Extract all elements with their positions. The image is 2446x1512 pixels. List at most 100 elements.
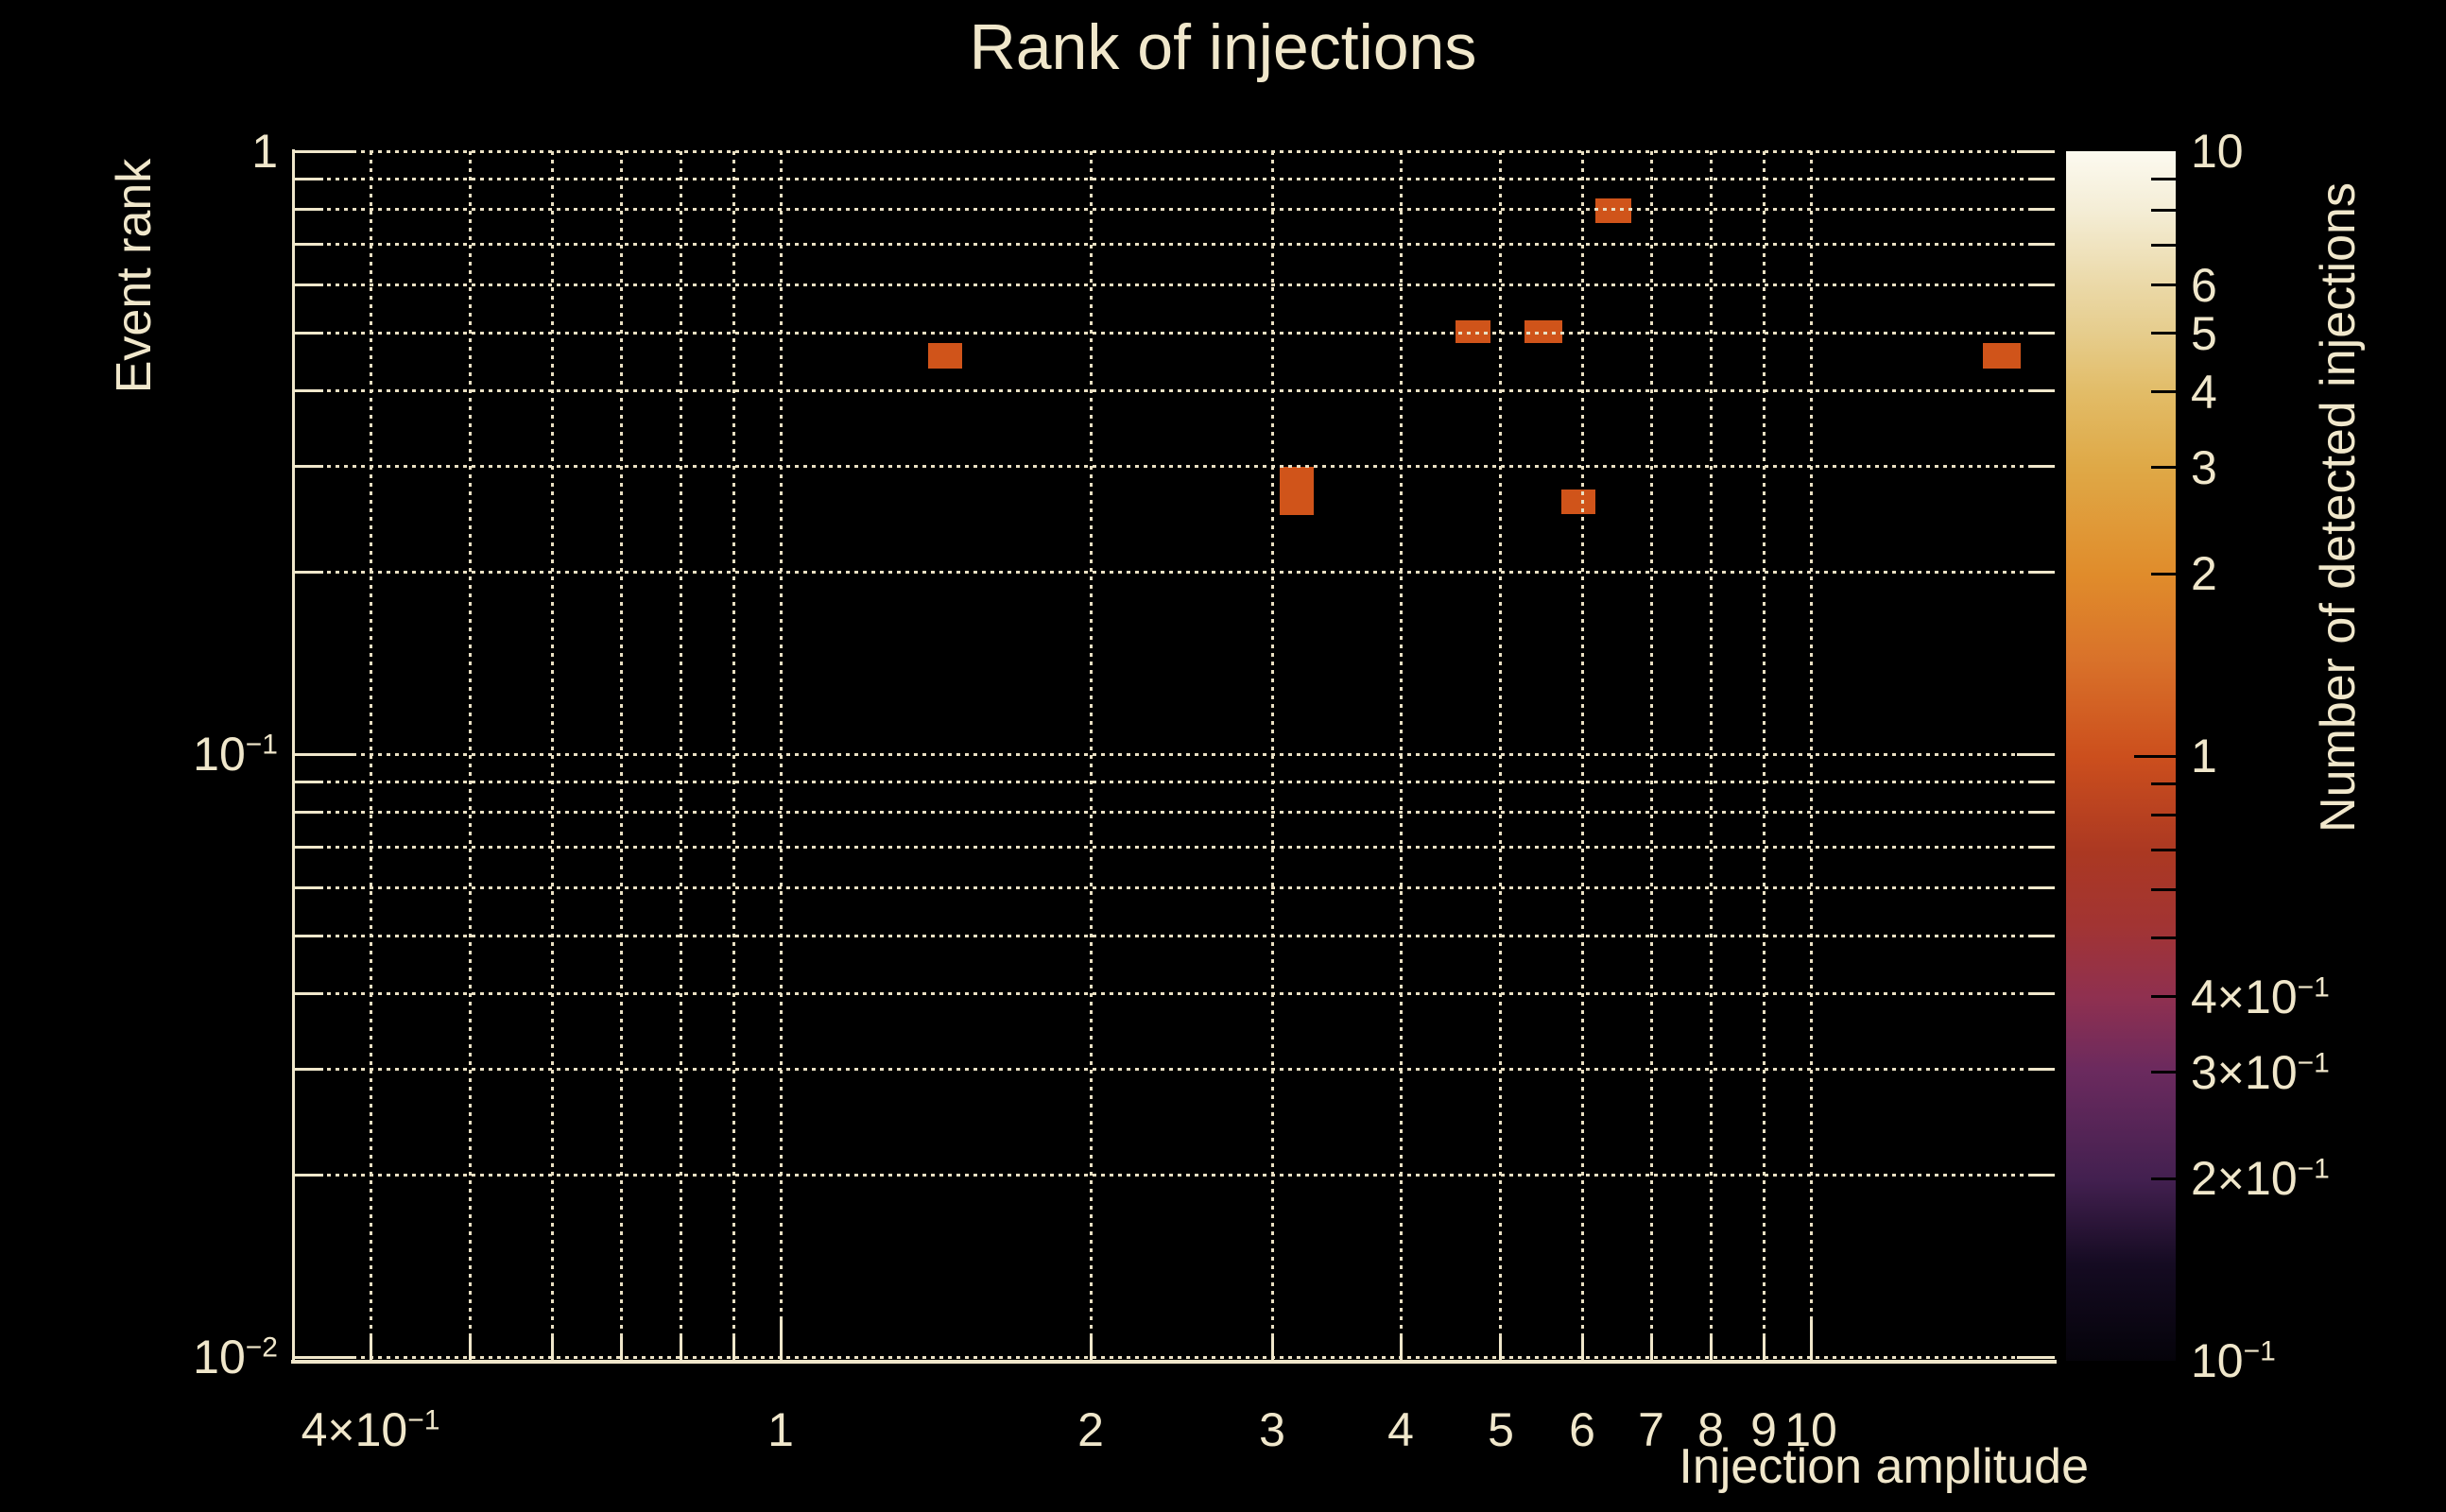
colorbar-tick bbox=[2151, 390, 2176, 393]
colorbar-tick bbox=[2151, 1071, 2176, 1074]
x-tick-label: 5 bbox=[1488, 1403, 1514, 1456]
colorbar-tick bbox=[2151, 849, 2176, 851]
y-tick-right bbox=[2017, 753, 2055, 756]
x-tick bbox=[1650, 1337, 1653, 1360]
colorbar-tick bbox=[2151, 209, 2176, 212]
y-tick-right bbox=[2017, 1356, 2055, 1359]
colorbar-tick-label: 2 bbox=[2191, 547, 2217, 600]
x-tick bbox=[1499, 1337, 1502, 1360]
y-tick-right bbox=[2030, 811, 2055, 814]
colorbar-tick bbox=[2151, 466, 2176, 469]
y-gridline bbox=[293, 886, 2055, 889]
y-tick-right bbox=[2030, 886, 2055, 889]
y-tick-right bbox=[2030, 1068, 2055, 1071]
y-tick bbox=[295, 1174, 323, 1177]
y-axis-title: Event rank bbox=[107, 158, 162, 394]
colorbar-tick-label: 3 bbox=[2191, 441, 2217, 494]
histogram-bin bbox=[1561, 490, 1595, 514]
y-tick bbox=[295, 389, 323, 392]
x-gridline bbox=[469, 151, 472, 1361]
x-tick-label: 4 bbox=[1387, 1403, 1414, 1456]
chart-title: Rank of injections bbox=[969, 11, 1477, 83]
y-gridline bbox=[293, 846, 2055, 849]
x-tick-label: 3 bbox=[1259, 1403, 1285, 1456]
colorbar-tick bbox=[2151, 573, 2176, 576]
colorbar-tick-label: 2×10−1 bbox=[2191, 1152, 2330, 1205]
y-gridline bbox=[293, 1356, 2055, 1359]
histogram-bin bbox=[1595, 198, 1631, 223]
x-gridline bbox=[1581, 151, 1584, 1361]
y-tick-right bbox=[2030, 208, 2055, 211]
y-tick-right bbox=[2030, 332, 2055, 335]
y-tick-right bbox=[2030, 178, 2055, 180]
y-tick-right bbox=[2030, 1174, 2055, 1177]
y-gridline bbox=[293, 781, 2055, 783]
x-tick-label: 4×10−1 bbox=[301, 1403, 440, 1456]
x-tick bbox=[1763, 1337, 1766, 1360]
x-tick bbox=[680, 1337, 682, 1360]
x-gridline bbox=[1650, 151, 1653, 1361]
y-tick-right bbox=[2030, 465, 2055, 468]
y-tick-right bbox=[2030, 935, 2055, 937]
y-tick bbox=[295, 571, 323, 574]
colorbar-tick-label: 10−1 bbox=[2191, 1334, 2276, 1387]
colorbar-tick bbox=[2151, 332, 2176, 335]
y-tick bbox=[295, 886, 323, 889]
x-tick-label: 9 bbox=[1750, 1403, 1777, 1456]
x-gridline bbox=[1400, 151, 1403, 1361]
colorbar-title: Number of detected injections bbox=[2311, 182, 2366, 833]
x-tick bbox=[469, 1337, 472, 1360]
y-tick bbox=[295, 753, 353, 756]
colorbar-tick bbox=[2151, 284, 2176, 286]
y-gridline bbox=[293, 178, 2055, 180]
x-tick-label: 7 bbox=[1638, 1403, 1664, 1456]
y-gridline bbox=[293, 1174, 2055, 1177]
y-gridline bbox=[293, 208, 2055, 211]
histogram-bin bbox=[1280, 467, 1314, 515]
bottom-spine bbox=[291, 1360, 2057, 1364]
colorbar-tick-label: 5 bbox=[2191, 307, 2217, 360]
y-tick bbox=[295, 811, 323, 814]
colorbar-tick-label: 1 bbox=[2191, 730, 2217, 782]
left-spine bbox=[292, 149, 295, 1364]
y-tick bbox=[295, 1356, 353, 1359]
colorbar-tick bbox=[2151, 1177, 2176, 1180]
y-gridline bbox=[293, 753, 2055, 756]
y-tick bbox=[295, 935, 323, 937]
y-gridline bbox=[293, 1068, 2055, 1071]
colorbar-tick bbox=[2151, 888, 2176, 891]
x-gridline bbox=[732, 151, 735, 1361]
colorbar-tick bbox=[2151, 936, 2176, 939]
x-gridline bbox=[620, 151, 623, 1361]
y-gridline bbox=[293, 935, 2055, 937]
colorbar-tick bbox=[2134, 755, 2176, 758]
colorbar-tick bbox=[2151, 782, 2176, 785]
y-gridline bbox=[293, 243, 2055, 246]
y-gridline bbox=[293, 571, 2055, 574]
x-tick bbox=[551, 1337, 554, 1360]
y-gridline bbox=[293, 992, 2055, 995]
y-tick bbox=[295, 1068, 323, 1071]
x-gridline bbox=[1271, 151, 1274, 1361]
y-gridline bbox=[293, 284, 2055, 286]
y-tick-right bbox=[2030, 571, 2055, 574]
colorbar-tick bbox=[2151, 995, 2176, 998]
x-tick bbox=[370, 1337, 372, 1360]
x-tick-label: 1 bbox=[767, 1403, 794, 1456]
colorbar-tick-label: 4×10−1 bbox=[2191, 971, 2330, 1023]
x-gridline bbox=[1710, 151, 1713, 1361]
y-tick-right bbox=[2030, 243, 2055, 246]
x-tick-label: 8 bbox=[1697, 1403, 1724, 1456]
x-gridline bbox=[1763, 151, 1766, 1361]
x-tick bbox=[1271, 1337, 1274, 1360]
histogram-bin bbox=[928, 343, 962, 369]
x-gridline bbox=[1090, 151, 1093, 1361]
y-tick-right bbox=[2030, 284, 2055, 286]
y-gridline bbox=[293, 332, 2055, 335]
x-gridline bbox=[1810, 151, 1813, 1361]
x-gridline bbox=[551, 151, 554, 1361]
x-axis-title: Injection amplitude bbox=[1679, 1439, 2089, 1494]
x-tick bbox=[1810, 1320, 1813, 1360]
y-tick bbox=[295, 178, 323, 180]
